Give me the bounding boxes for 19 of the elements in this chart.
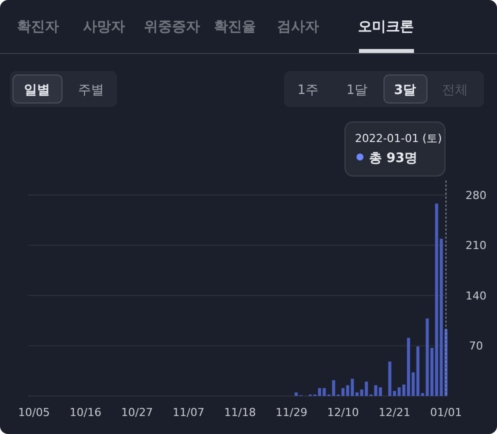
text: 2022-01-01 (토) [354, 132, 442, 145]
x-tick-label: 11/29 [276, 406, 308, 419]
y-tick-label: 210 [466, 239, 486, 252]
x-tick-label: 10/27 [121, 406, 153, 419]
text: 총 93명 [368, 151, 418, 166]
x-tick-label: 12/21 [378, 406, 410, 419]
x-tick-label: 11/18 [224, 406, 256, 419]
x-tick-label: 10/16 [70, 406, 102, 419]
x-tick-label: 12/10 [327, 406, 359, 419]
tab-bar: 확진자 사망자 위중증자 확진율 검사자 오미크론 [0, 19, 497, 54]
bar [341, 388, 345, 396]
x-tick-label: 11/07 [172, 406, 204, 419]
period-toggle: 일별 주별 [10, 71, 117, 107]
x-tick-label: 01/01 [430, 406, 462, 419]
y-tick-label: 280 [466, 188, 486, 202]
y-tick-label: 140 [466, 289, 486, 302]
y-tick-label: 70 [469, 340, 483, 353]
x-tick-label: 10/05 [18, 406, 50, 419]
bar [294, 392, 298, 396]
